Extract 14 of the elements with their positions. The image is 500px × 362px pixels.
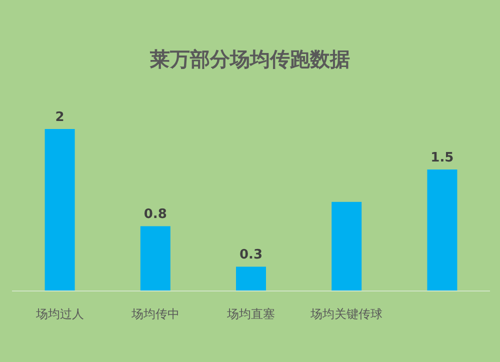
bar [332, 202, 362, 291]
data-label: 0.3 [239, 248, 263, 263]
bar [140, 226, 170, 291]
x-tick-label: 场均关键传球 [310, 307, 383, 321]
data-label: 0.8 [144, 207, 167, 222]
chart-title: 莱万部分场均传跑数据 [149, 47, 350, 71]
x-tick-label: 场均过人 [34, 307, 84, 321]
data-label: 2 [55, 110, 64, 125]
x-tick-label: 场均传中 [130, 307, 180, 321]
bar [236, 266, 266, 291]
bar [44, 129, 75, 291]
x-tick-label: 场均直塞 [226, 307, 275, 321]
data-label: 1.5 [430, 150, 454, 166]
bar [427, 170, 458, 291]
